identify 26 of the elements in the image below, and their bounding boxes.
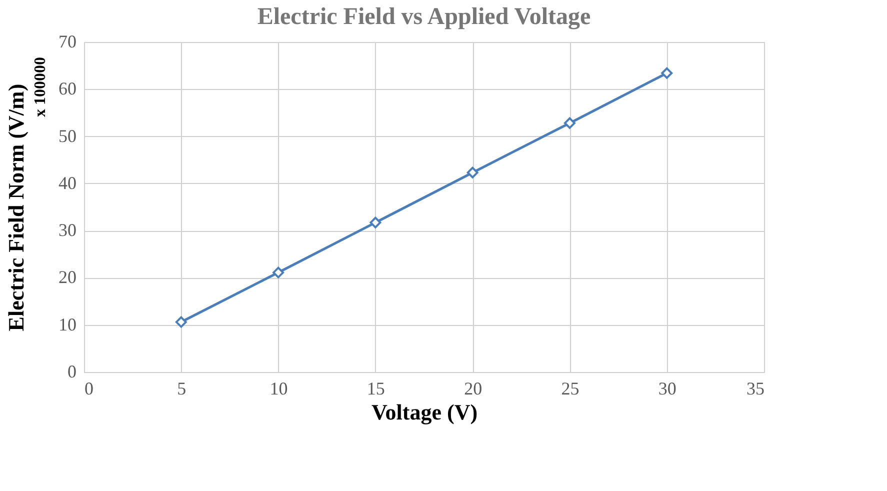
y-tick-label: 0 bbox=[68, 362, 76, 382]
point bbox=[272, 266, 284, 278]
x-tick-label: 25 bbox=[561, 378, 580, 398]
point bbox=[564, 117, 576, 129]
x-tick-label: 15 bbox=[366, 378, 385, 398]
x-tick-label: 30 bbox=[658, 378, 676, 398]
point bbox=[370, 216, 382, 228]
y-tick-label: 70 bbox=[58, 32, 76, 52]
x-tick-label: 20 bbox=[464, 378, 482, 398]
y-tick-label: 60 bbox=[58, 78, 76, 99]
x-tick-label: 0 bbox=[84, 378, 94, 398]
chart-title: Electric Field vs Applied Voltage bbox=[257, 4, 592, 30]
x-axis-title: Voltage (V) bbox=[371, 400, 478, 424]
y-tick-label: 20 bbox=[58, 267, 76, 288]
y-tick-label: 10 bbox=[58, 314, 76, 334]
point bbox=[466, 166, 478, 178]
y-tick-label: 40 bbox=[58, 172, 76, 193]
point bbox=[661, 67, 673, 79]
x-tick-label: 10 bbox=[270, 378, 288, 398]
y-tick-label: 30 bbox=[58, 220, 76, 240]
text: x 100000 bbox=[32, 57, 49, 117]
x-tick-label: 35 bbox=[746, 378, 764, 398]
y-tick-label: 50 bbox=[58, 126, 76, 146]
point bbox=[175, 316, 187, 328]
y-axis-title: Electric Field Norm (V/m) bbox=[4, 84, 28, 332]
x-tick-label: 5 bbox=[177, 378, 186, 398]
